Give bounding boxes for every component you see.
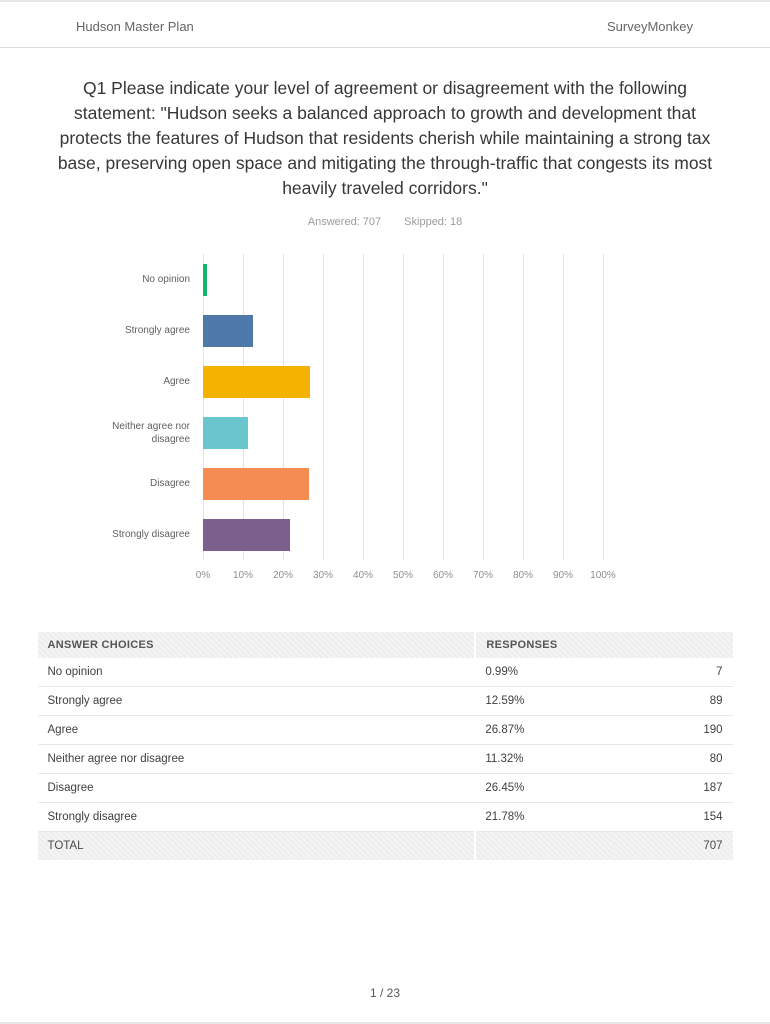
gridline (603, 254, 604, 560)
response-percent-cell: 21.78% (475, 802, 615, 832)
response-percent-cell: 26.87% (475, 715, 615, 745)
chart-row: Agree (88, 356, 603, 407)
chart-row: Neither agree nor disagree (88, 407, 603, 458)
gridline (563, 254, 564, 560)
document-title: Hudson Master Plan (76, 19, 194, 34)
chart-bar-track (203, 518, 603, 551)
answer-choices-header: ANSWER CHOICES (37, 632, 476, 658)
gridline (483, 254, 484, 560)
response-count-cell: 190 (614, 715, 733, 745)
chart-bar-track (203, 314, 603, 347)
answered-value: 707 (362, 216, 382, 228)
chart-bar-track (203, 416, 603, 449)
question-title: Q1 Please indicate your level of agreeme… (57, 78, 713, 198)
chart-bar-track (203, 467, 603, 500)
gridline (523, 254, 524, 560)
x-tick-label: 40% (352, 570, 374, 581)
surveymonkey-brand: SurveyMonkey (607, 19, 693, 34)
chart-x-axis: 0% 10% 20% 30% 40% 50% 60% 70% 80% 90% 100% (196, 560, 616, 586)
gridline (443, 254, 444, 560)
gridline (283, 254, 284, 560)
chart-category-label: Strongly agree (124, 325, 190, 336)
x-tick-label: 0% (195, 570, 211, 581)
answer-row: Strongly agree 12.59% 89 (37, 686, 733, 716)
answer-row: No opinion 0.99% 7 (37, 658, 733, 687)
answer-choice-cell: Strongly disagree (37, 802, 476, 832)
x-tick-label: 80% (512, 570, 534, 581)
total-count-cell: 707 (614, 831, 733, 860)
answer-choice-cell: Neither agree nor disagree (37, 744, 476, 774)
chart-bar (203, 416, 249, 449)
gridline (203, 254, 204, 560)
answered-label: Answered: (307, 216, 360, 228)
x-tick-label: 90% (552, 570, 574, 581)
page-footer: 1 / 23 (369, 986, 401, 1000)
responses-header: RESPONSES (474, 632, 733, 658)
skipped-value: 18 (449, 216, 463, 228)
answer-row: Agree 26.87% 190 (37, 715, 733, 745)
answer-choice-cell: Agree (37, 715, 476, 745)
chart-rows: No opinion Strongly agree Agree Neither agr… (88, 254, 603, 560)
response-percent-cell: 26.45% (475, 773, 615, 803)
answered-skipped-stats: Answered: 707 Skipped: 18 (0, 216, 770, 228)
response-count-cell: 7 (614, 658, 733, 687)
total-label-cell: TOTAL (37, 831, 476, 860)
x-tick-label: 50% (392, 570, 414, 581)
page-header: Hudson Master Plan SurveyMonkey (0, 2, 770, 48)
chart-category-label: No opinion (142, 274, 190, 285)
response-percent-cell: 0.99% (475, 658, 615, 687)
chart-bar (203, 263, 207, 296)
response-count-cell: 187 (614, 773, 733, 803)
answer-choice-cell: No opinion (37, 658, 476, 687)
answer-row: Disagree 26.45% 187 (37, 773, 733, 803)
response-count-cell: 80 (614, 744, 733, 774)
table-header-row: ANSWER CHOICES RESPONSES (37, 632, 733, 658)
response-percent-cell: 11.32% (475, 744, 615, 774)
gridline (403, 254, 404, 560)
skipped-label: Skipped: (404, 216, 447, 228)
skipped-stat: Skipped: 18 (404, 216, 462, 228)
gridline (363, 254, 364, 560)
x-tick-label: 30% (312, 570, 334, 581)
chart-bar-track (203, 365, 603, 398)
response-count-cell: 89 (614, 686, 733, 716)
chart-bar (203, 314, 254, 347)
response-percent-cell: 12.59% (475, 686, 615, 716)
response-count-cell: 154 (614, 802, 733, 832)
chart-row: Strongly disagree (88, 509, 603, 560)
answered-stat: Answered: 707 (308, 216, 381, 228)
chart-bar (203, 467, 309, 500)
chart-plot-area: No opinion Strongly agree Agree Neither agr… (88, 254, 604, 560)
answer-choice-cell: Disagree (37, 773, 476, 803)
gridline (323, 254, 324, 560)
total-percent-cell (474, 831, 615, 860)
x-tick-label: 60% (432, 570, 454, 581)
chart-bar-track (203, 263, 603, 296)
chart-category-label: Agree (163, 376, 190, 387)
chart-row: No opinion (88, 254, 603, 305)
chart-bar (203, 518, 291, 551)
chart-category-label: Neither agree nor disagree (112, 420, 190, 445)
chart-row: Strongly agree (88, 305, 603, 356)
answer-row: Strongly disagree 21.78% 154 (37, 802, 733, 832)
chart-bar (203, 365, 311, 398)
chart-gridlines (203, 254, 604, 560)
answer-choice-cell: Strongly agree (37, 686, 476, 716)
chart-category-label: Strongly disagree (112, 529, 190, 540)
results-table: ANSWER CHOICES RESPONSES No opinion 0.99%… (37, 632, 733, 860)
x-tick-label: 20% (272, 570, 294, 581)
x-tick-label: 70% (472, 570, 494, 581)
gridline (243, 254, 244, 560)
table-total-row: TOTAL 707 (37, 831, 733, 860)
x-tick-label: 100% (590, 570, 616, 581)
x-tick-label: 10% (232, 570, 254, 581)
answer-row: Neither agree nor disagree 11.32% 80 (37, 744, 733, 774)
bar-chart: No opinion Strongly agree Agree Neither agr… (88, 254, 616, 586)
chart-category-label: Disagree (149, 478, 190, 489)
chart-row: Disagree (88, 458, 603, 509)
